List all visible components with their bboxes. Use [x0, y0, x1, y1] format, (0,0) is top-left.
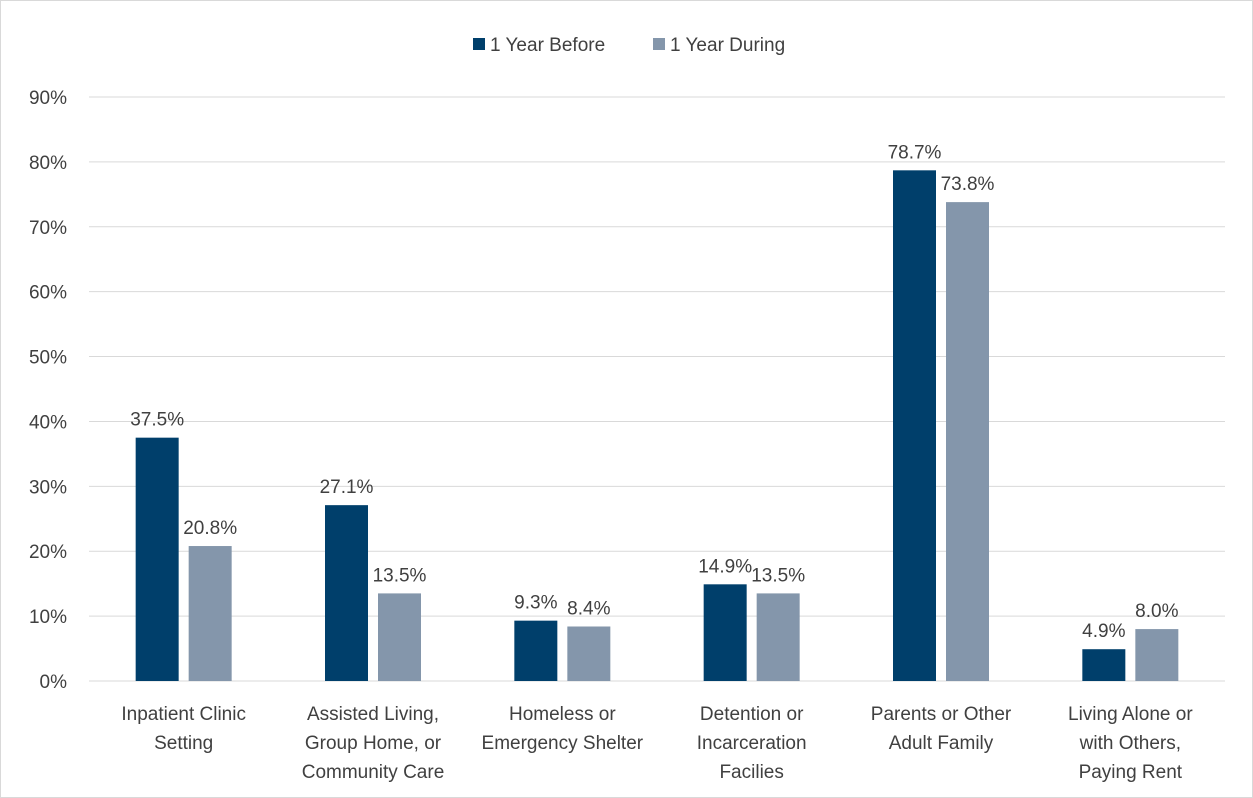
x-category-label-line: Community Care [302, 762, 445, 783]
bar-before [135, 437, 179, 681]
y-tick-label: 80% [29, 153, 67, 174]
y-tick-label: 30% [29, 477, 67, 498]
x-category-label-line: Assisted Living, [307, 704, 439, 725]
y-tick-label: 20% [29, 542, 67, 563]
y-tick-label: 50% [29, 348, 67, 369]
x-category-label: Inpatient Clinic Setting [121, 704, 246, 754]
data-label: 8.4% [567, 598, 610, 619]
x-category-label-line: Detention or [700, 704, 804, 725]
x-category-label: Living Alone or with Others, Paying Rent [1068, 704, 1193, 783]
data-label: 14.9% [698, 556, 752, 577]
x-category-label-line: Group Home, or [305, 733, 442, 754]
x-category-label: Assisted Living, Group Home, or Community … [302, 704, 445, 783]
y-tick-label: 10% [29, 607, 67, 628]
bar-during [567, 626, 611, 681]
bar-before [893, 170, 936, 681]
data-label: 73.8% [941, 174, 995, 195]
bar-before [1082, 649, 1126, 681]
x-category-label-line: Adult Family [889, 733, 994, 754]
y-tick-label: 90% [29, 88, 67, 109]
x-category-label-line: Incarceration [697, 733, 807, 754]
x-category-label-line: Parents or Other [871, 704, 1012, 725]
bar-during [756, 593, 800, 681]
y-tick-label: 60% [29, 283, 67, 304]
bar-during [946, 202, 989, 681]
legend-label: 1 Year Before [490, 35, 605, 56]
x-category-label-line: Paying Rent [1079, 762, 1183, 783]
legend-swatch-during [653, 38, 665, 50]
x-category-label: Parents or Other Adult Family [871, 704, 1012, 754]
y-tick-label: 70% [29, 218, 67, 239]
data-label: 78.7% [888, 142, 942, 163]
bar-before [703, 584, 747, 681]
data-label: 8.0% [1135, 601, 1178, 622]
bar-before [325, 505, 368, 681]
data-label: 37.5% [130, 410, 184, 431]
x-category-label-line: Homeless or [509, 704, 616, 725]
data-label: 20.8% [183, 518, 237, 539]
bar-during [1135, 629, 1179, 681]
y-tick-label: 0% [40, 672, 68, 693]
y-tick-label: 40% [29, 412, 67, 433]
x-category-label-line: Emergency Shelter [482, 733, 644, 754]
data-label: 9.3% [514, 593, 557, 614]
data-label: 4.9% [1082, 621, 1125, 642]
x-category-label: Detention or Incarceration Facilies [697, 704, 807, 783]
legend-label: 1 Year During [670, 35, 785, 56]
data-label: 13.5% [751, 565, 805, 586]
x-category-label-line: Inpatient Clinic [121, 704, 246, 725]
data-label: 27.1% [320, 477, 374, 498]
data-label: 13.5% [373, 565, 427, 586]
x-category-label-line: Living Alone or [1068, 704, 1193, 725]
bar-during [378, 593, 421, 681]
x-category-label-line: Facilies [719, 762, 783, 783]
x-category-label-line: with Others, [1079, 733, 1181, 754]
x-category-label-line: Setting [154, 733, 213, 754]
bar-during [188, 546, 232, 681]
bar-before [514, 620, 558, 681]
x-category-label: Homeless or Emergency Shelter [482, 704, 644, 754]
legend-swatch-before [473, 38, 485, 50]
